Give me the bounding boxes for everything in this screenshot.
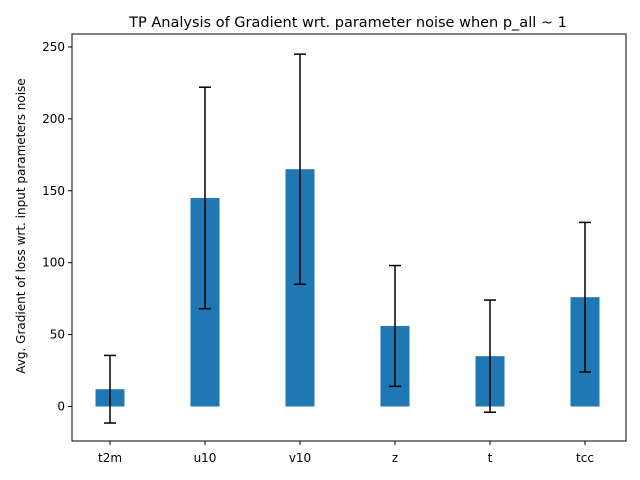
- plot-area: 0 50 100 150 200 250 t2m u10 v10 z t tcc: [42, 40, 600, 465]
- axes-frame: [71, 33, 627, 442]
- y-tick-label: 100: [42, 256, 65, 270]
- x-tick-label: t2m: [98, 451, 122, 465]
- y-tick-label: 50: [50, 328, 65, 342]
- chart-title: TP Analysis of Gradient wrt. parameter n…: [128, 15, 567, 31]
- y-tick-label: 200: [42, 112, 65, 126]
- y-axis-label: Avg. Gradient of loss wrt. input paramet…: [14, 78, 28, 373]
- y-tick-label: 250: [42, 40, 65, 54]
- x-tick-label: z: [392, 451, 398, 465]
- x-tick-label: t: [488, 451, 493, 465]
- y-tick-label: 0: [57, 399, 65, 413]
- x-tick-label: v10: [289, 451, 311, 465]
- y-tick-label: 150: [42, 184, 65, 198]
- x-tick-label: tcc: [576, 451, 594, 465]
- x-tick-label: u10: [194, 451, 217, 465]
